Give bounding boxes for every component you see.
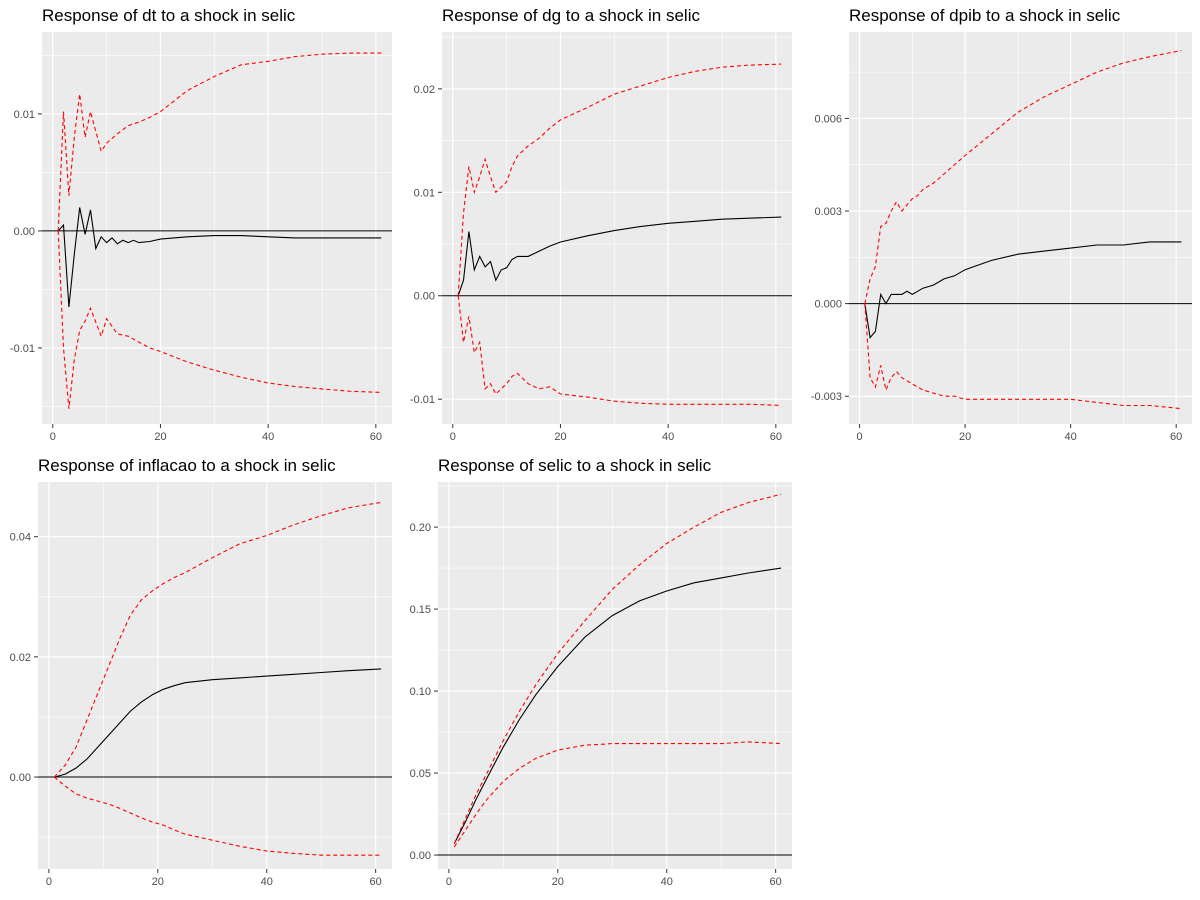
response-line [54, 668, 382, 778]
y-tick-label: 0.00 [14, 226, 35, 238]
x-tick-label: 40 [261, 876, 273, 888]
y-tick-label: 0.02 [10, 652, 31, 664]
chart-title-dg: Response of dg to a shock in selic [442, 6, 700, 25]
upper-bound-line [457, 63, 782, 296]
x-tick-label: 40 [662, 431, 674, 443]
response-line [57, 207, 382, 308]
y-tick-label: 0.006 [814, 113, 842, 125]
plot-background [442, 32, 792, 424]
x-tick-label: 60 [370, 431, 382, 443]
y-tick-label: -0.01 [410, 394, 435, 406]
y-tick-label: 0.01 [414, 187, 435, 199]
y-tick-label: 0.02 [414, 84, 435, 96]
y-tick-label: 0.01 [14, 109, 35, 121]
y-tick-label: 0.05 [410, 768, 431, 780]
upper-bound-line [53, 501, 382, 778]
plot-background [38, 482, 392, 869]
y-tick-label: 0.15 [410, 604, 431, 616]
plot-background [849, 32, 1192, 424]
lower-bound-line [453, 741, 782, 848]
chart-title-inflacao: Response of inflacao to a shock in selic [38, 456, 336, 475]
response-line [457, 216, 782, 296]
response-line [864, 241, 1182, 339]
lower-bound-line [53, 776, 382, 856]
lower-bound-line [57, 230, 382, 409]
lower-bound-line [457, 295, 782, 406]
lower-bound-line [864, 303, 1182, 410]
x-tick-label: 60 [1170, 431, 1182, 443]
x-tick-label: 20 [152, 876, 164, 888]
y-tick-label: -0.01 [10, 343, 35, 355]
plot-background [438, 482, 792, 869]
x-tick-label: 40 [1065, 431, 1077, 443]
x-tick-label: 40 [262, 431, 274, 443]
x-tick-label: 60 [370, 876, 382, 888]
x-tick-label: 20 [154, 431, 166, 443]
upper-bound-line [864, 49, 1182, 304]
x-tick-label: 0 [46, 876, 52, 888]
y-tick-label: 0.00 [414, 291, 435, 303]
x-tick-label: 0 [450, 431, 456, 443]
x-tick-label: 0 [446, 876, 452, 888]
x-tick-label: 20 [552, 876, 564, 888]
y-tick-label: 0.04 [10, 532, 31, 544]
x-tick-label: 0 [856, 431, 862, 443]
response-line [453, 567, 782, 844]
x-tick-label: 20 [959, 431, 971, 443]
y-tick-label: 0.000 [814, 299, 842, 311]
upper-bound-line [453, 493, 782, 844]
x-tick-label: 60 [770, 876, 782, 888]
y-tick-label: 0.003 [814, 206, 842, 218]
y-tick-label: 0.00 [10, 772, 31, 784]
y-tick-label: 0.00 [410, 850, 431, 862]
y-tick-label: -0.003 [811, 391, 842, 403]
x-tick-label: 40 [661, 876, 673, 888]
chart-title-dpib: Response of dpib to a shock in selic [849, 6, 1121, 25]
x-tick-label: 0 [50, 431, 56, 443]
y-tick-label: 0.10 [410, 686, 431, 698]
plot-background [42, 32, 392, 424]
y-tick-label: 0.20 [410, 522, 431, 534]
x-tick-label: 60 [770, 431, 782, 443]
x-tick-label: 20 [554, 431, 566, 443]
chart-title-selic: Response of selic to a shock in selic [438, 456, 712, 475]
chart-title-dt: Response of dt to a shock in selic [42, 6, 296, 25]
